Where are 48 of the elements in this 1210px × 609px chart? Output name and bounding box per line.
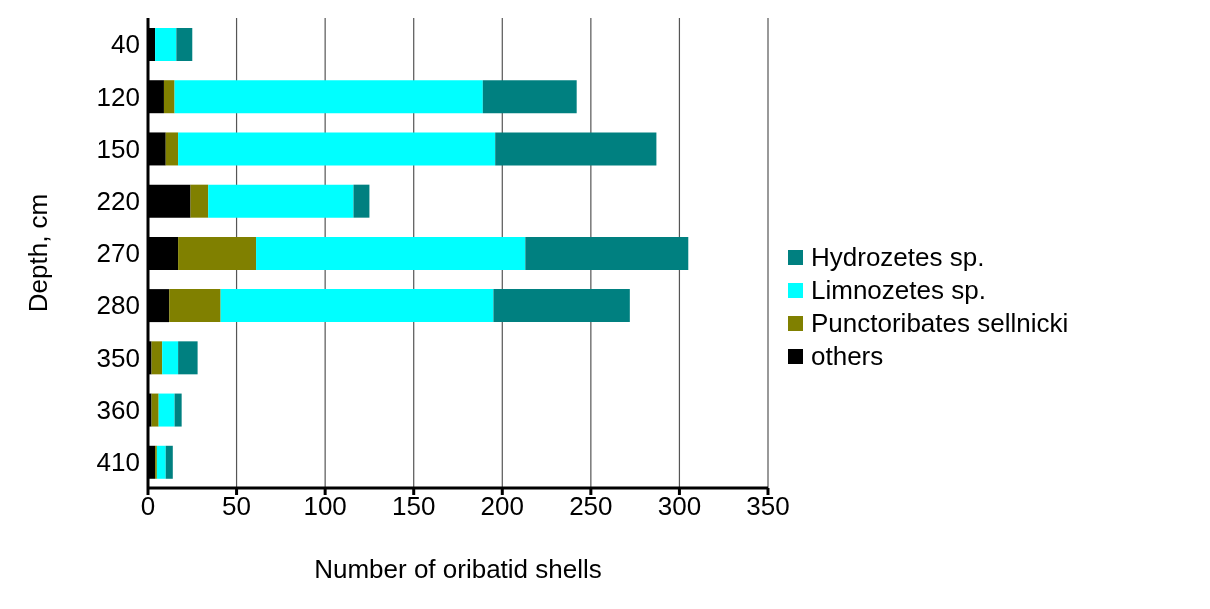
bar bbox=[256, 236, 526, 270]
y-tick-label: 360 bbox=[96, 394, 140, 425]
y-tick-label: 410 bbox=[96, 447, 140, 478]
bar bbox=[158, 393, 175, 427]
bar bbox=[178, 236, 257, 270]
x-axis-title: Number of oribatid shells bbox=[314, 554, 602, 584]
bar bbox=[190, 184, 209, 218]
y-tick-label: 280 bbox=[96, 290, 140, 321]
y-tick-label: 350 bbox=[96, 342, 140, 373]
x-tick-label: 150 bbox=[392, 491, 436, 522]
bar bbox=[220, 289, 494, 323]
bar bbox=[174, 80, 483, 114]
bar bbox=[151, 393, 159, 427]
x-tick-label: 200 bbox=[480, 491, 524, 522]
bar bbox=[493, 289, 630, 323]
x-tick-label: 350 bbox=[746, 491, 790, 522]
bar bbox=[176, 28, 193, 61]
x-tick-label: 250 bbox=[569, 491, 613, 522]
y-tick-label: 150 bbox=[96, 133, 140, 164]
bar bbox=[178, 341, 198, 375]
bar bbox=[178, 132, 496, 166]
bar bbox=[482, 80, 577, 114]
bar bbox=[156, 445, 166, 479]
legend-label: others bbox=[811, 341, 884, 372]
bar bbox=[525, 236, 689, 270]
bar bbox=[155, 28, 177, 61]
bar bbox=[151, 341, 163, 375]
x-tick-label: 300 bbox=[657, 491, 702, 522]
y-axis-title: Depth, cm bbox=[23, 193, 54, 313]
bar bbox=[495, 132, 657, 166]
bar bbox=[165, 445, 173, 479]
legend-label: Limnozetes sp. bbox=[811, 275, 986, 306]
y-tick-label: 120 bbox=[96, 81, 140, 112]
bar bbox=[174, 393, 182, 427]
legend-label: Punctoribates sellnicki bbox=[811, 308, 1069, 339]
legend-label: Hydrozetes sp. bbox=[811, 242, 985, 273]
y-tick-label: 40 bbox=[111, 29, 140, 60]
bar bbox=[163, 80, 175, 114]
y-tick-label: 220 bbox=[96, 186, 140, 217]
bar bbox=[353, 184, 370, 218]
bar bbox=[162, 341, 179, 375]
x-tick-label: 50 bbox=[222, 491, 252, 522]
x-tick-label: 0 bbox=[140, 491, 156, 522]
bar bbox=[165, 132, 179, 166]
bar bbox=[169, 289, 221, 323]
bar bbox=[208, 184, 354, 218]
x-tick-label: 100 bbox=[303, 491, 347, 522]
y-tick-label: 270 bbox=[96, 238, 140, 269]
